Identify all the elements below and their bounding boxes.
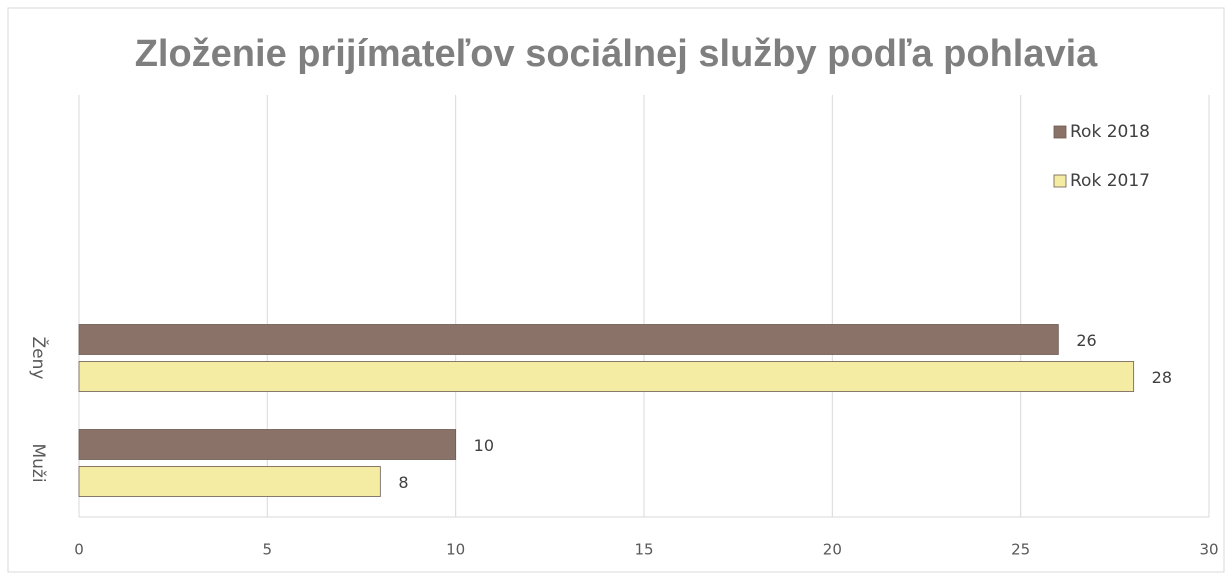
x-tick-label: 10 (446, 541, 465, 559)
x-tick-label: 30 (1199, 541, 1218, 559)
y-tick-label: Muži (28, 443, 48, 482)
legend-swatch (1053, 174, 1067, 188)
bar (78, 361, 1135, 392)
y-tick-label: Ženy (28, 337, 50, 380)
x-tick-label: 0 (74, 541, 84, 559)
x-tick-label: 5 (263, 541, 273, 559)
bar (78, 324, 1059, 355)
legend-label: Rok 2018 (1070, 122, 1150, 142)
legend-label: Rok 2017 (1070, 171, 1150, 191)
bar (78, 466, 381, 497)
data-label: 10 (474, 436, 494, 455)
data-label: 8 (398, 473, 408, 492)
bar (78, 429, 457, 460)
x-tick-label: 15 (634, 541, 653, 559)
data-label: 26 (1076, 331, 1096, 350)
legend-swatch (1053, 125, 1067, 139)
data-label: 28 (1152, 368, 1172, 387)
chart-title: Zloženie prijímateľov sociálnej služby p… (135, 33, 1098, 75)
x-tick-label: 20 (823, 541, 842, 559)
x-tick-label: 25 (1011, 541, 1030, 559)
